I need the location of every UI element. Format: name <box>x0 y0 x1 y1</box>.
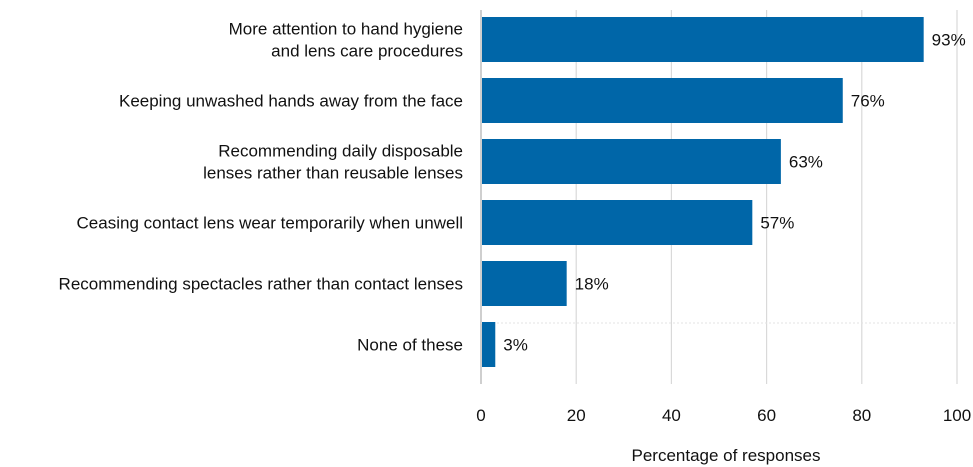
category-label-0: More attention to hand hygiene and lens c… <box>229 20 463 61</box>
category-labels: More attention to hand hygiene and lens c… <box>59 20 463 355</box>
x-tick-40: 40 <box>662 406 681 425</box>
category-label-1: Keeping unwashed hands away from the fac… <box>119 92 463 111</box>
bar-4 <box>482 261 567 306</box>
value-label-1: 76% <box>851 92 885 111</box>
value-label-0: 93% <box>932 31 966 50</box>
value-label-5: 3% <box>503 336 528 355</box>
bar-2 <box>482 139 781 184</box>
category-label-2: Recommending daily disposable lenses rath… <box>203 142 463 183</box>
value-label-3: 57% <box>760 214 794 233</box>
x-tick-60: 60 <box>757 406 776 425</box>
bar-0 <box>482 17 924 62</box>
bar-3 <box>482 200 753 245</box>
bars <box>482 17 924 367</box>
category-label-5: None of these <box>357 336 463 355</box>
value-label-2: 63% <box>789 153 823 172</box>
category-label-3: Ceasing contact lens wear temporarily wh… <box>77 214 463 233</box>
x-tick-80: 80 <box>852 406 871 425</box>
x-axis-title: Percentage of responses <box>631 446 820 465</box>
value-label-4: 18% <box>575 275 609 294</box>
x-tick-100: 100 <box>943 406 971 425</box>
grid-lines <box>480 10 958 384</box>
x-tick-labels: 0 20 40 60 80 100 <box>476 406 971 425</box>
x-tick-0: 0 <box>476 406 485 425</box>
category-label-4: Recommending spectacles rather than cont… <box>59 275 463 294</box>
x-tick-20: 20 <box>567 406 586 425</box>
bar-5 <box>482 322 496 367</box>
bar-1 <box>482 78 843 123</box>
value-labels: 93% 76% 63% 57% 18% 3% <box>503 31 965 355</box>
